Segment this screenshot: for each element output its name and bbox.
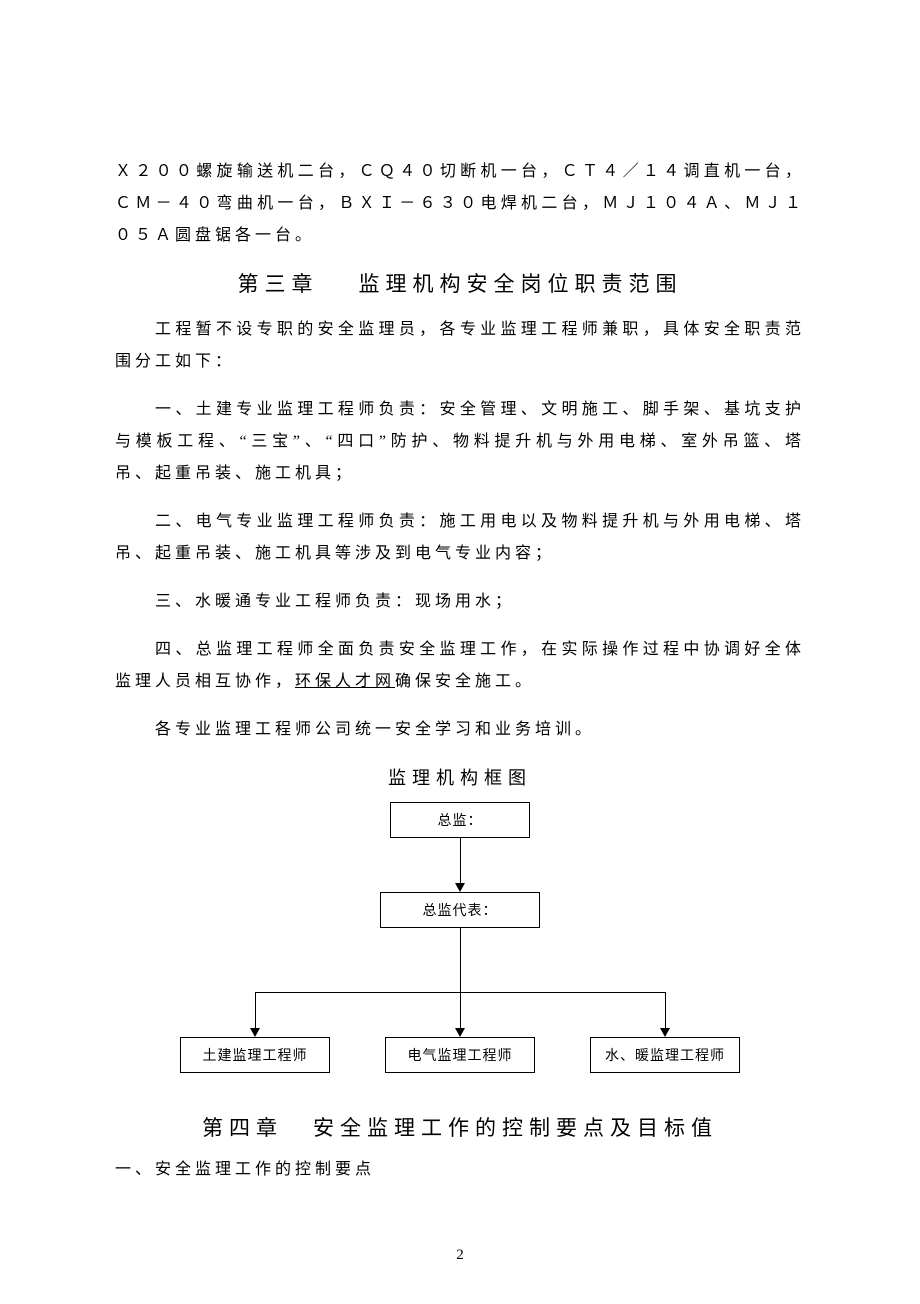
org-chart: 总监： 总监代表： 土建监理工程师 电气监理工程师 水、暖监理工程师: [180, 802, 740, 1092]
org-node-n2: 总监代表：: [380, 892, 540, 928]
org-chart-title: 监理机构框图: [115, 764, 805, 790]
c3-intro: 工程暂不设专职的安全监理员，各专业监理工程师兼职，具体安全职责范围分工如下：: [115, 314, 805, 378]
c3-item-5: 各专业监理工程师公司统一安全学习和业务培训。: [115, 714, 805, 746]
document-page: Ｘ２００螺旋输送机二台，ＣＱ４０切断机一台，ＣＴ４／１４调直机一台，ＣＭ－４０弯…: [0, 0, 920, 1304]
connector-line: [460, 838, 461, 883]
arrow-down-icon: [455, 1028, 465, 1037]
chapter-3-heading: 第三章 监理机构安全岗位职责范围: [115, 268, 805, 298]
c4-item-1: 一、安全监理工作的控制要点: [115, 1154, 805, 1186]
arrow-down-icon: [660, 1028, 670, 1037]
c3-item-4b: 确保安全施工。: [395, 673, 535, 690]
paragraph-machinery: Ｘ２００螺旋输送机二台，ＣＱ４０切断机一台，ＣＴ４／１４调直机一台，ＣＭ－４０弯…: [115, 156, 805, 252]
arrow-down-icon: [455, 883, 465, 892]
arrow-down-icon: [250, 1028, 260, 1037]
chapter-3-title: 监理机构安全岗位职责范围: [359, 272, 683, 296]
connector-line: [460, 928, 461, 992]
c3-item-4: 四、总监理工程师全面负责安全监理工作，在实际操作过程中协调好全体监理人员相互协作…: [115, 634, 805, 698]
c3-item-1: 一、土建专业监理工程师负责：安全管理、文明施工、脚手架、基坑支护与模板工程、“三…: [115, 394, 805, 490]
chapter-4-label: 第四章: [202, 1116, 283, 1140]
inline-link[interactable]: 环保人才网: [295, 673, 395, 690]
org-node-n4: 电气监理工程师: [385, 1037, 535, 1073]
connector-line: [255, 992, 256, 1028]
chapter-3-label: 第三章: [238, 272, 319, 296]
org-node-n1: 总监：: [390, 802, 530, 838]
org-node-n3: 土建监理工程师: [180, 1037, 330, 1073]
connector-line: [665, 992, 666, 1028]
c3-item-3: 三、水暖通专业工程师负责：现场用水；: [115, 586, 805, 618]
connector-line: [460, 992, 461, 1028]
chapter-4-title: 安全监理工作的控制要点及目标值: [313, 1116, 718, 1140]
org-node-n5: 水、暖监理工程师: [590, 1037, 740, 1073]
c3-item-2: 二、电气专业监理工程师负责：施工用电以及物料提升机与外用电梯、塔吊、起重吊装、施…: [115, 506, 805, 570]
chapter-4-heading: 第四章 安全监理工作的控制要点及目标值: [115, 1112, 805, 1142]
page-number: 2: [0, 1247, 920, 1264]
